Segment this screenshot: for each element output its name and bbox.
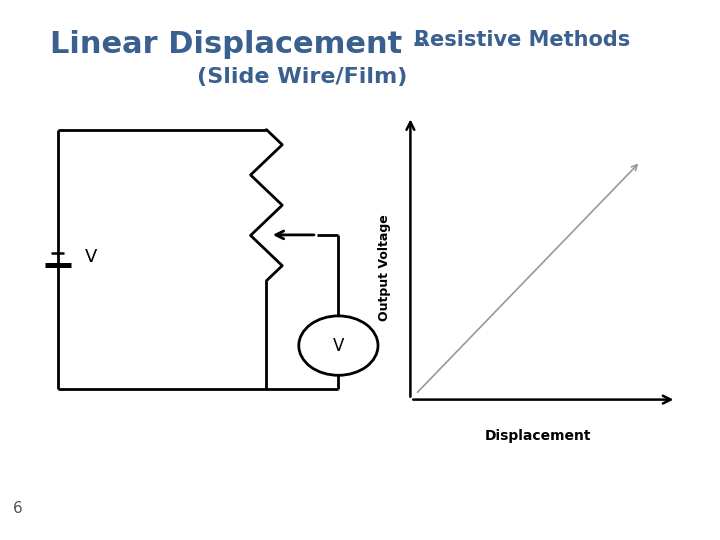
- Text: Output Voltage: Output Voltage: [378, 214, 392, 321]
- Text: (Slide Wire/Film): (Slide Wire/Film): [197, 68, 408, 87]
- Text: 6: 6: [13, 501, 23, 516]
- Text: Resistive Methods: Resistive Methods: [414, 30, 630, 50]
- Text: Linear Displacement -: Linear Displacement -: [50, 30, 436, 59]
- Text: Displacement: Displacement: [485, 429, 591, 443]
- Text: V: V: [333, 336, 344, 355]
- Text: V: V: [85, 247, 97, 266]
